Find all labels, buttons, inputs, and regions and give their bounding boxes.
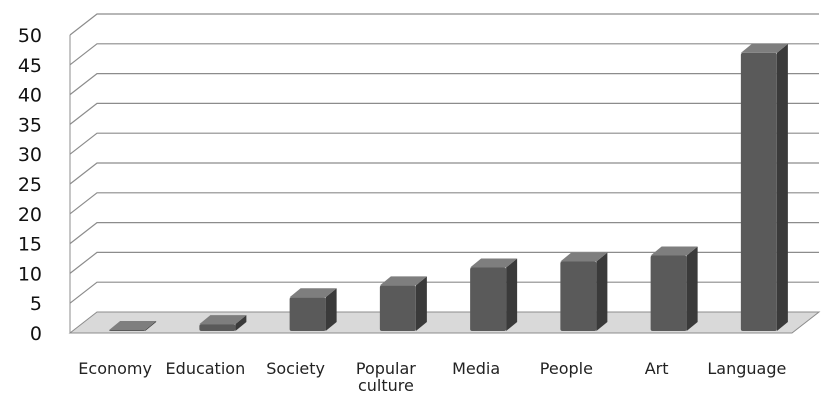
- x-tick-label: People: [540, 359, 593, 378]
- bar-side: [415, 276, 427, 331]
- bar-side: [325, 288, 337, 331]
- y-tick-label: 50: [18, 25, 42, 47]
- y-tick-label: 0: [30, 323, 42, 345]
- gridline: [69, 132, 819, 155]
- y-tick-label: 45: [18, 55, 42, 77]
- y-axis: 0 5 10 15 20 25 30 35 40 45 50: [18, 25, 42, 345]
- bar: [199, 315, 247, 331]
- bar: [470, 258, 518, 331]
- y-tick-label: 20: [18, 204, 42, 226]
- x-tick-label: Language: [707, 359, 786, 378]
- bar-side: [596, 252, 608, 331]
- y-tick-label: 10: [18, 263, 42, 285]
- bar-top: [109, 321, 157, 330]
- bar-side: [235, 315, 247, 331]
- bar-top: [560, 252, 608, 262]
- bar-front: [289, 297, 326, 331]
- bar-side: [776, 43, 788, 332]
- bar-top: [470, 258, 518, 268]
- bar: [379, 276, 427, 331]
- bar-front: [740, 52, 777, 332]
- bar: [289, 288, 337, 331]
- x-tick-label: Art: [645, 359, 669, 378]
- bar-top: [740, 43, 788, 53]
- bar: [650, 246, 698, 331]
- gridline: [69, 222, 819, 245]
- x-tick-label: Popular culture: [356, 359, 416, 395]
- gridline: [69, 281, 819, 304]
- bar-front: [379, 285, 416, 331]
- gridline: [69, 102, 819, 125]
- bar-side: [686, 246, 698, 331]
- y-tick-label: 25: [18, 174, 42, 196]
- gridline: [69, 13, 819, 36]
- bar: [560, 252, 608, 331]
- bar-front: [650, 255, 687, 331]
- gridline: [69, 43, 819, 66]
- gridline: [69, 192, 819, 215]
- bar-front: [199, 324, 236, 331]
- y-tick-label: 40: [18, 85, 42, 107]
- x-tick-label: Education: [166, 359, 246, 378]
- bars-layer: [109, 43, 788, 332]
- x-tick-label: Media: [452, 359, 500, 378]
- x-tick-label: Society: [266, 359, 325, 378]
- bar-top: [199, 315, 247, 325]
- y-tick-label: 35: [18, 114, 42, 136]
- bar-top: [650, 246, 698, 256]
- bar-front: [470, 267, 507, 331]
- bar-side: [506, 258, 518, 331]
- gridline: [69, 72, 819, 96]
- bar-top: [379, 276, 427, 286]
- y-tick-label: 30: [18, 144, 42, 166]
- gridline: [69, 162, 819, 185]
- gridline: [69, 251, 819, 274]
- bar-top: [289, 288, 337, 298]
- grid-layer: [68, 13, 821, 334]
- chart-floor: [68, 311, 821, 334]
- y-tick-label: 15: [18, 234, 42, 256]
- bar: [740, 43, 788, 332]
- y-tick-label: 5: [30, 293, 42, 315]
- bar: [109, 321, 157, 331]
- bar-front: [560, 261, 597, 331]
- x-axis: Economy Education Society Popular culture Med…: [78, 359, 786, 395]
- bar-side: [145, 321, 157, 331]
- bar-front: [109, 330, 146, 331]
- x-tick-label: Economy: [78, 359, 152, 378]
